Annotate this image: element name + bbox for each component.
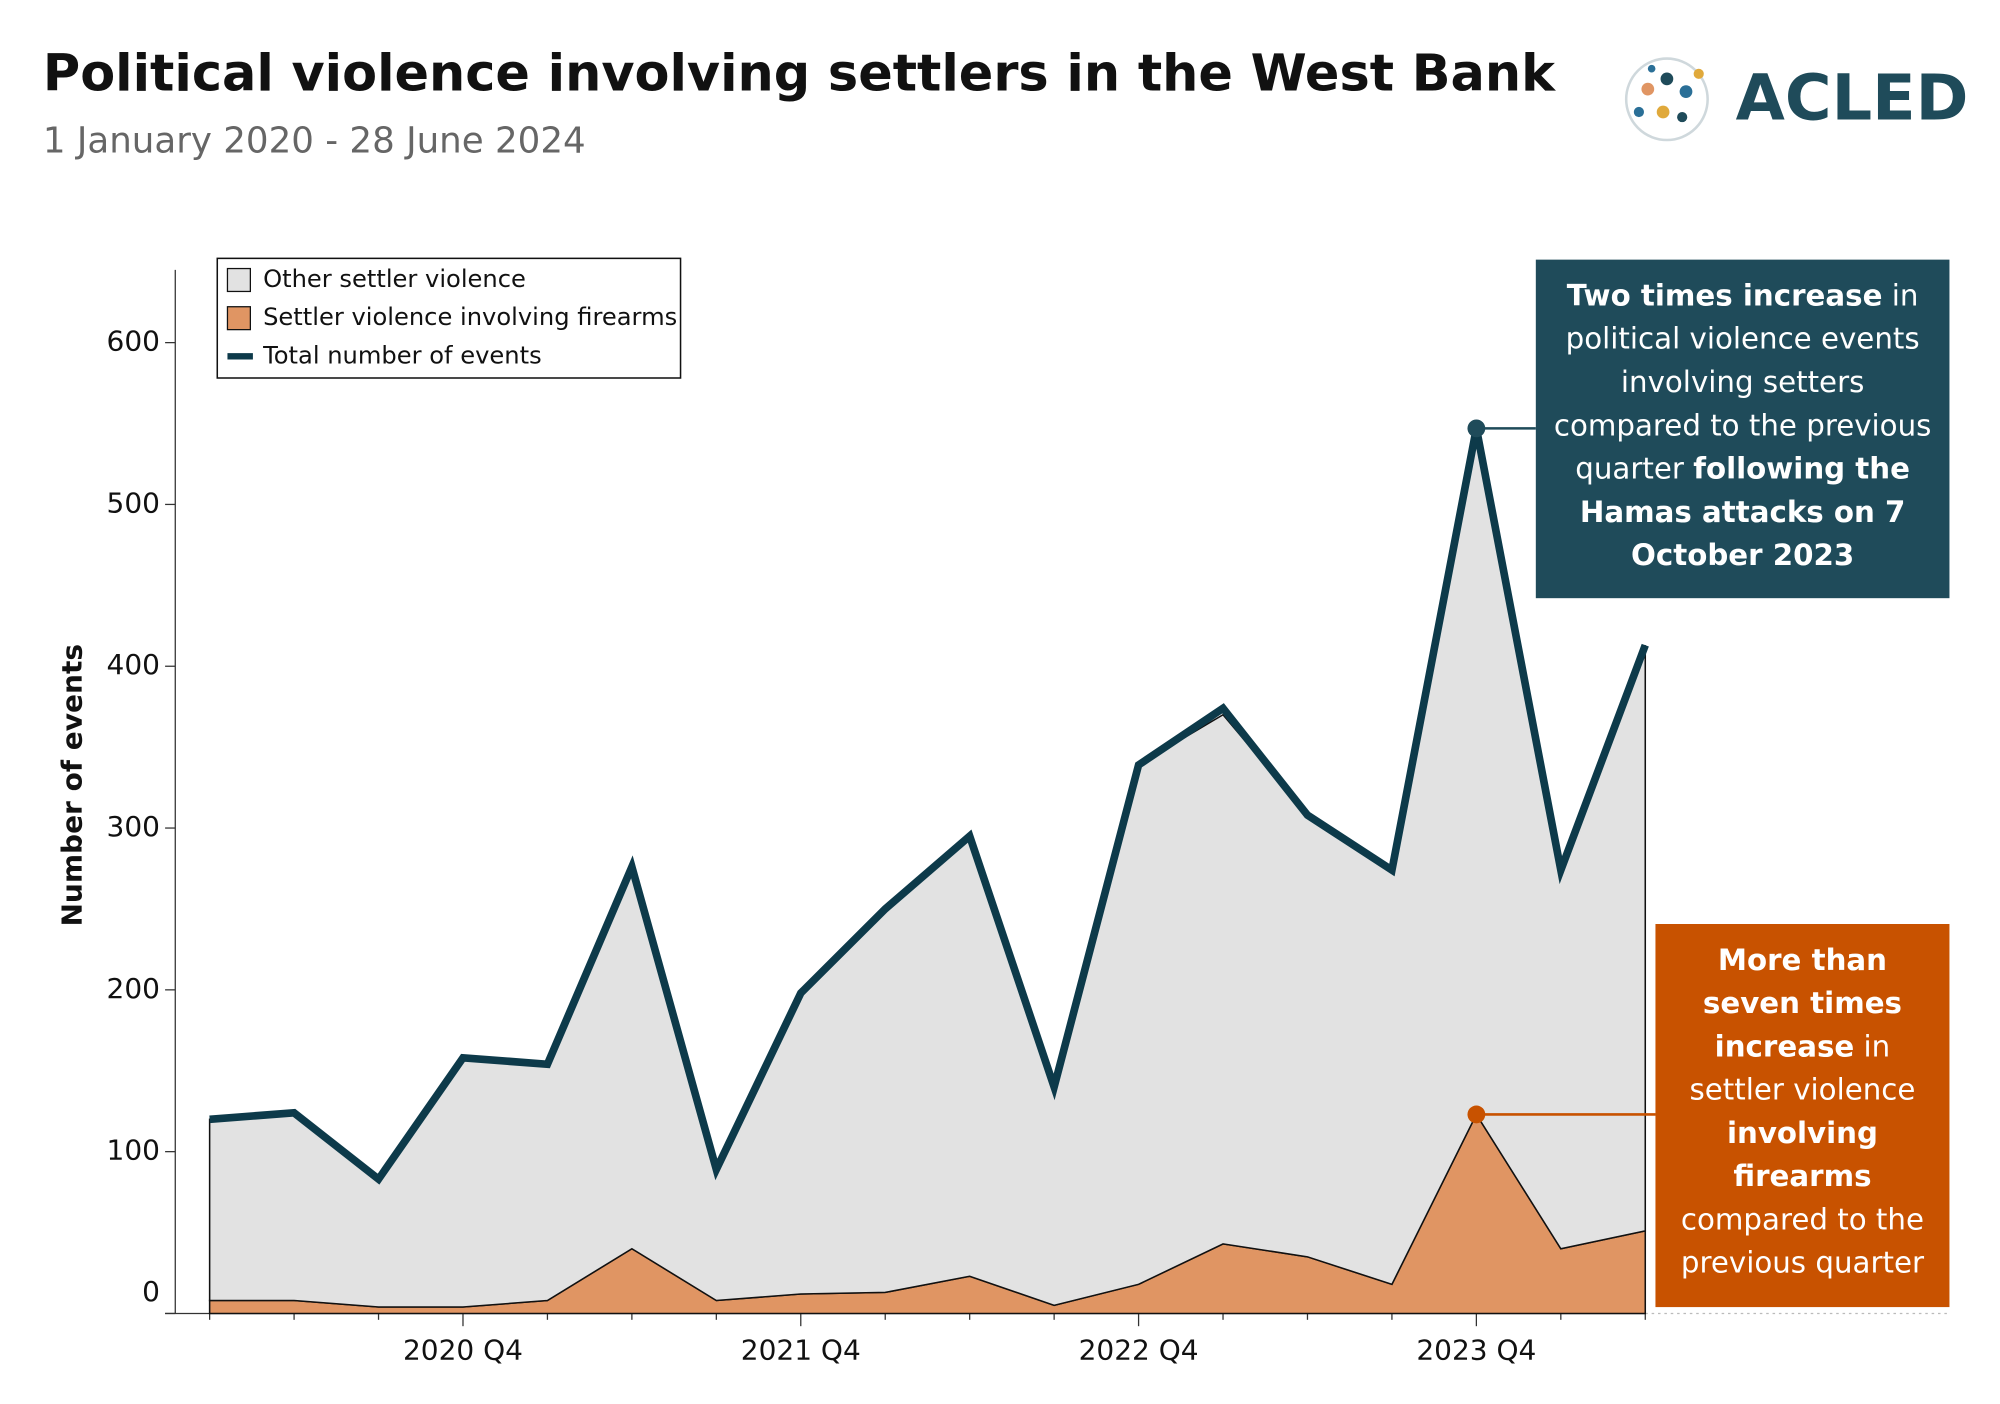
y-tick-label: 400 bbox=[107, 648, 160, 681]
annotation-marker bbox=[1467, 419, 1486, 438]
annotation-run: involving firearms bbox=[1726, 1117, 1878, 1194]
annotation-box bbox=[1535, 259, 1950, 599]
logo-globe bbox=[1624, 57, 1709, 142]
legend-label: Other settler violence bbox=[263, 265, 526, 293]
legend-swatch bbox=[226, 306, 251, 331]
y-tick-label: 0 bbox=[142, 1275, 160, 1308]
annotation-note: More than seven times increase in settle… bbox=[1655, 924, 1949, 1307]
x-tick-label: 2022 Q4 bbox=[1079, 1334, 1199, 1367]
x-tick-label: 2021 Q4 bbox=[741, 1334, 861, 1367]
annotation-marker bbox=[1467, 1105, 1486, 1124]
annotation-run: Two times increase bbox=[1566, 280, 1883, 314]
annotation-run: in political violence events involving s… bbox=[1553, 280, 1932, 487]
annotation-note: Two times increase in political violence… bbox=[1536, 260, 1950, 599]
y-tick-label: 500 bbox=[107, 486, 160, 519]
legend-label: Total number of events bbox=[262, 341, 542, 369]
legend-box bbox=[216, 257, 682, 379]
annotation-box bbox=[1655, 924, 1950, 1308]
annotation-run: following the Hamas attacks on 7 October… bbox=[1579, 453, 1910, 573]
legend-label: Settler violence involving firearms bbox=[263, 303, 677, 331]
y-tick-label: 300 bbox=[107, 810, 160, 843]
y-axis-label: Number of events bbox=[55, 644, 88, 927]
logo-text: ACLED bbox=[1736, 61, 1969, 135]
y-tick-label: 100 bbox=[107, 1134, 160, 1167]
x-tick-label: 2020 Q4 bbox=[403, 1334, 523, 1367]
annotation-run: in settler violence bbox=[1689, 1030, 1916, 1108]
total-line bbox=[209, 427, 1649, 1185]
chart-subtitle: 1 January 2020 - 28 June 2024 bbox=[43, 121, 586, 162]
annotation-text: Two times increase in political violence… bbox=[1536, 260, 1950, 599]
y-tick-label: 600 bbox=[107, 325, 160, 358]
y-tick-label: 200 bbox=[107, 972, 160, 1005]
legend-swatch bbox=[226, 267, 251, 293]
annotation-run: More than seven times increase bbox=[1702, 944, 1902, 1064]
annotation-run: compared to the previous quarter bbox=[1680, 1204, 1924, 1281]
x-tick-label: 2023 Q4 bbox=[1416, 1334, 1536, 1367]
annotation-text: More than seven times increase in settle… bbox=[1655, 924, 1949, 1307]
chart-title: Political violence involving settlers in… bbox=[43, 44, 1556, 103]
